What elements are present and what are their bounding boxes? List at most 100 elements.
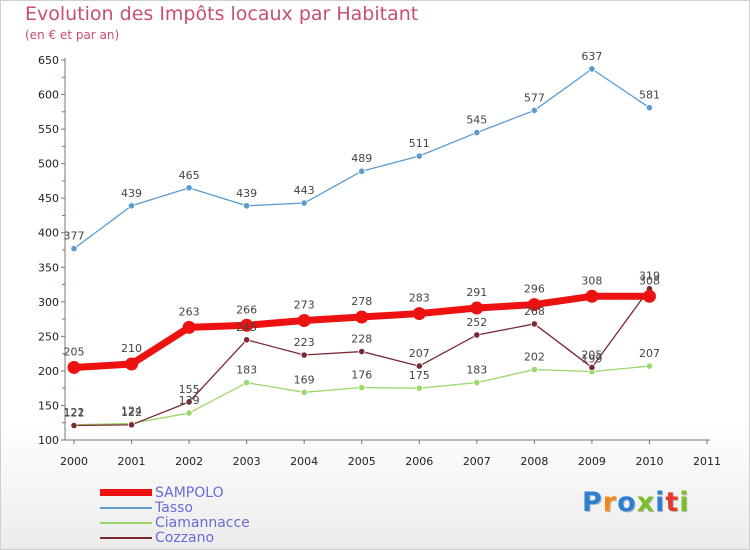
data-label-sampolo: 273 (294, 298, 315, 311)
chart-subtitle: (en € et par an) (25, 28, 120, 42)
data-point-tasso (127, 202, 136, 210)
y-tick-label: 300 (38, 296, 59, 309)
data-label-tasso: 637 (581, 50, 602, 63)
data-label-sampolo: 283 (409, 292, 430, 305)
data-label-ciamannacce: 122 (64, 406, 85, 419)
data-point-ciamannacce (530, 365, 538, 374)
data-point-sampolo (470, 301, 484, 315)
data-point-tasso (185, 184, 193, 192)
chart-title: Evolution des Impôts locaux par Habitant (25, 3, 419, 25)
data-label-sampolo: 210 (121, 342, 142, 355)
x-tick-label: 2003 (233, 455, 261, 468)
data-label-ciamannacce: 202 (524, 351, 545, 364)
data-point-cozzano (70, 421, 78, 430)
x-tick-label: 2001 (118, 455, 146, 468)
data-label-sampolo: 205 (64, 345, 85, 358)
series-line-cozzano (73, 288, 651, 427)
data-label-sampolo: 296 (524, 283, 545, 296)
data-point-tasso (70, 245, 78, 253)
data-label-sampolo: 291 (466, 286, 487, 299)
data-label-tasso: 465 (179, 169, 200, 182)
y-tick-label: 250 (38, 330, 59, 343)
data-point-ciamannacce (415, 384, 423, 392)
x-tick-label: 2006 (405, 455, 433, 468)
series-layer (67, 65, 656, 430)
y-tick-label: 100 (38, 434, 59, 447)
data-label-tasso: 545 (466, 114, 487, 127)
data-label-tasso: 511 (409, 137, 430, 150)
x-tick-label: 2000 (60, 455, 88, 468)
data-point-cozzano (530, 320, 538, 328)
data-point-cozzano (127, 421, 136, 429)
data-point-sampolo (585, 289, 599, 303)
data-label-cozzano: 228 (351, 333, 372, 346)
chart-axes: 100 150 200 250 300 350 400 450 500 550 600 650 2000… (38, 54, 721, 468)
y-tick-label: 550 (38, 123, 59, 136)
proxiti-logo: Proxiti (582, 487, 690, 518)
data-label-ciamannacce: 169 (294, 373, 315, 386)
x-tick-label: 2005 (348, 455, 376, 468)
data-point-sampolo (67, 360, 81, 374)
y-tick-label: 500 (38, 158, 59, 171)
data-label-cozzano: 121 (64, 406, 85, 419)
data-label-cozzano: 268 (524, 305, 545, 318)
legend-item-cozzano: Cozzano (100, 530, 300, 546)
data-point-tasso (300, 199, 308, 207)
data-point-tasso (415, 152, 423, 160)
data-label-ciamannacce: 175 (409, 369, 430, 382)
legend-item-ciamannacce: Ciamannacce (100, 515, 300, 531)
y-tick-label: 350 (38, 261, 59, 274)
data-label-cozzano: 155 (179, 383, 200, 396)
data-point-ciamannacce (645, 362, 654, 370)
x-tick-label: 2010 (635, 455, 663, 468)
data-point-sampolo (412, 307, 426, 321)
data-point-sampolo (355, 310, 369, 324)
data-label-tasso: 489 (351, 152, 372, 165)
data-point-cozzano (185, 398, 193, 406)
data-point-ciamannacce (243, 379, 251, 387)
data-point-ciamannacce (473, 379, 481, 387)
data-label-ciamannacce: 199 (581, 353, 602, 366)
legend-label: Cozzano (155, 530, 215, 546)
data-point-cozzano (300, 351, 308, 359)
data-point-sampolo (642, 289, 656, 303)
x-tick-label: 2009 (578, 455, 606, 468)
legend-item-sampolo: SAMPOLO (100, 485, 300, 501)
data-point-tasso (358, 167, 366, 175)
data-point-sampolo (527, 298, 541, 312)
y-tick-label: 200 (38, 365, 59, 378)
data-point-tasso (530, 106, 538, 115)
data-label-ciamannacce: 183 (236, 364, 257, 377)
data-point-tasso (588, 65, 596, 73)
data-label-ciamannacce: 207 (639, 347, 660, 360)
data-label-ciamannacce: 183 (466, 364, 487, 377)
data-label-tasso: 439 (121, 187, 142, 200)
data-label-cozzano: 223 (294, 336, 315, 349)
data-label-sampolo: 266 (236, 303, 257, 316)
data-label-sampolo: 308 (581, 274, 602, 287)
legend-swatch (100, 522, 152, 524)
data-point-sampolo (297, 313, 311, 327)
data-point-cozzano (473, 331, 481, 339)
data-label-sampolo: 308 (639, 274, 660, 287)
legend-item-tasso: Tasso (100, 500, 300, 516)
data-label-cozzano: 122 (121, 406, 142, 419)
data-point-ciamannacce (185, 409, 193, 417)
legend-label: Ciamannacce (155, 515, 250, 531)
data-label-tasso: 581 (639, 89, 660, 102)
data-point-cozzano (415, 362, 423, 370)
x-tick-label: 2008 (520, 455, 548, 468)
y-tick-label: 450 (38, 192, 59, 205)
data-label-cozzano: 245 (236, 321, 257, 334)
data-label-tasso: 377 (64, 230, 85, 243)
legend-swatch (100, 507, 152, 509)
data-label-tasso: 439 (236, 187, 257, 200)
data-point-ciamannacce (358, 383, 366, 392)
data-point-ciamannacce (300, 388, 308, 396)
data-point-sampolo (125, 357, 139, 371)
data-point-sampolo (182, 320, 196, 334)
data-label-sampolo: 263 (179, 305, 200, 318)
data-point-tasso (473, 128, 481, 137)
